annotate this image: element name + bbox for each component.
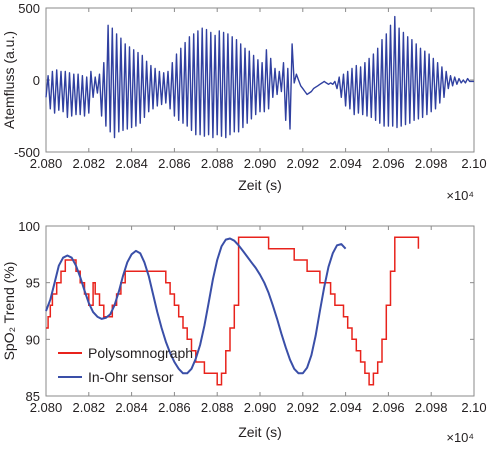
airflow-series-line [45, 15, 474, 139]
x-tick-label: 2.096 [372, 156, 405, 171]
in-ear-sensor-series-line [45, 237, 347, 375]
x-tick-label: 2.088 [201, 400, 234, 415]
x-tick-label: 2.096 [372, 400, 405, 415]
x-tick-label: 2.098 [415, 400, 448, 415]
airflow-panel: 2.080 2.082 2.084 2.086 2.088 2.090 2.092 2.094… [1, 1, 487, 203]
x-tick-label: 2.082 [73, 156, 106, 171]
x-tick-label: 2.090 [244, 400, 277, 415]
spo2-y-axis-title: SpO₂ Trend (%) [1, 262, 17, 361]
x-tick-label: 2.086 [158, 400, 191, 415]
x-tick-label: 2.084 [115, 156, 148, 171]
airflow-x-axis-title: Zeit (s) [238, 177, 282, 193]
y-tick-label: -500 [14, 145, 40, 160]
x-tick-label: 2.10 [461, 156, 486, 171]
x-tick-label: 2.086 [158, 156, 191, 171]
x-tick-label: 2.10 [461, 400, 486, 415]
x-tick-label: 2.088 [201, 156, 234, 171]
y-tick-label: 0 [33, 73, 40, 88]
legend-label-in-ear-sensor: In-Ohr sensor [88, 369, 174, 385]
airflow-y-axis-title: Atemfluss (a.u.) [1, 31, 17, 129]
x-tick-label: 2.098 [415, 156, 448, 171]
x-tick-label: 2.082 [73, 400, 106, 415]
spo2-panel: 2.080 2.082 2.084 2.086 2.088 2.090 2.092 2.094… [1, 219, 487, 445]
x-tick-label: 2.092 [287, 400, 320, 415]
spo2-x-axis-title: Zeit (s) [238, 424, 282, 440]
x-tick-label: 2.084 [115, 400, 148, 415]
x-tick-label: 2.080 [30, 400, 63, 415]
y-tick-label: 500 [18, 1, 40, 16]
spo2-x-scale-note: ×10⁴ [446, 430, 474, 445]
x-tick-label: 2.094 [329, 400, 362, 415]
x-tick-label: 2.094 [329, 156, 362, 171]
y-tick-label: 95 [26, 276, 40, 291]
legend-label-polysomnograph: Polysomnograph [88, 345, 193, 361]
polysomnograph-series-line [46, 236, 420, 386]
airflow-x-scale-note: ×10⁴ [446, 188, 474, 203]
y-tick-label: 85 [26, 389, 40, 404]
spo2-ticks: 2.080 2.082 2.084 2.086 2.088 2.090 2.092 2.094… [18, 219, 486, 415]
x-tick-label: 2.092 [287, 156, 320, 171]
x-tick-label: 2.080 [30, 156, 63, 171]
x-tick-label: 2.090 [244, 156, 277, 171]
airflow-ticks: 2.080 2.082 2.084 2.086 2.088 2.090 2.092 2.094… [14, 1, 487, 171]
y-tick-label: 90 [26, 332, 40, 347]
legend: Polysomnograph In-Ohr sensor [58, 345, 193, 385]
y-tick-label: 100 [18, 219, 40, 234]
